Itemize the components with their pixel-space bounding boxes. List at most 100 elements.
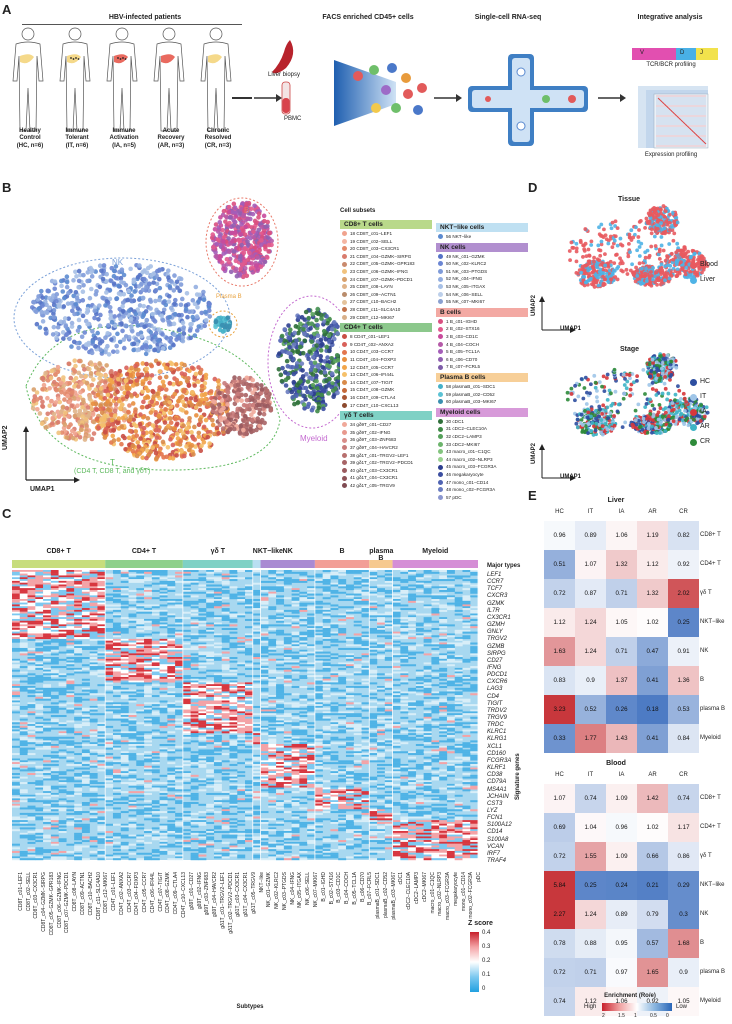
- liver-biopsy-icon: [272, 40, 294, 74]
- legend-item-label: 19 CD8T_c02−SELL: [350, 238, 393, 244]
- umap-b-ylabel: UMAP2: [2, 425, 9, 450]
- subtype-label: gδ1T_c01−TRGV2−LEF1: [219, 872, 226, 929]
- legend-swatch: [438, 364, 443, 370]
- legend-item-label: 25 CD8T_c08−LAYN: [350, 284, 393, 290]
- major-type-label: NKT−like: [252, 548, 283, 555]
- gene-label: TRGV9: [487, 715, 508, 721]
- enrichment-cell: 0.71: [606, 637, 637, 666]
- enrichment-cell: 0.71: [575, 958, 606, 987]
- region-nk-label: NK: [112, 258, 124, 267]
- legend-swatch: [342, 238, 347, 244]
- enrichment-cell: 0.97: [606, 958, 637, 987]
- legend-swatch: [438, 464, 443, 470]
- legend-item-label: 39 gδ1T_c02−TRGV2−PDCD1: [350, 460, 414, 466]
- enrichment-cell: 0.89: [606, 900, 637, 929]
- column-label: AR: [648, 509, 657, 515]
- legend-item: 30 cDC1: [438, 418, 464, 426]
- enrichment-cell: 0.96: [606, 813, 637, 842]
- subtype-label: NK_c01−GZMK: [266, 872, 273, 908]
- legend-item: 53 NK_c05−ITGAX: [438, 283, 485, 291]
- legend-item: 29 CD8T_c12−MKI67: [342, 314, 394, 322]
- region-b-label: B: [244, 206, 250, 215]
- gene-label: FCN1: [487, 815, 503, 822]
- subtype-label: gδ1T_c03−CX3CR1: [235, 872, 242, 917]
- stage-title: Stage: [620, 346, 640, 353]
- legend-swatch: [438, 276, 443, 282]
- legend-item-label: 35 gδ9T_c02−IFNG: [350, 429, 391, 435]
- gene-label: KLRC1: [487, 729, 507, 736]
- j-segment: [696, 48, 718, 60]
- legend-item: 3 B_c03−CD1C: [438, 333, 478, 341]
- legend-item-label: 49 NK_c01−GZMK: [446, 253, 485, 259]
- subtype-label: CD8T_c08−LAYN: [72, 872, 79, 912]
- legend-swatch: [438, 234, 443, 240]
- subtype-label: NK_c07−MKI67: [313, 872, 320, 908]
- enrichment-cell: 0.72: [544, 958, 575, 987]
- patient-name: Healthy Control: [19, 128, 41, 141]
- legend-item-label: 59 plasmaB_c02−CD52: [446, 391, 495, 397]
- subtype-label: CD8T_c07−GZMK−PDCD1: [64, 872, 71, 934]
- legend-item: 1 B_c01−IGHD: [438, 318, 477, 326]
- legend-item: 7 B_c07−FCRL5: [438, 363, 480, 371]
- legend-swatch: [342, 437, 347, 443]
- column-label: IT: [587, 509, 594, 515]
- legend-swatch: [342, 349, 347, 355]
- gene-label: TRDV2: [487, 707, 507, 714]
- subtype-label: CD4T_c06−IFI44L: [149, 872, 156, 913]
- major-type-bar: [252, 560, 261, 568]
- subtype-label: CD8T_c12−MKI67: [103, 872, 110, 914]
- enrichment-cell: 1.24: [575, 900, 606, 929]
- legend-item: 45 macro_c03−FCGR3A: [438, 463, 496, 471]
- gene-label: KLRG1: [487, 736, 507, 743]
- legend-swatch: [342, 364, 347, 370]
- legend-item-label: 50 NK_c02−KLRC2: [446, 261, 487, 267]
- legend-item-label: 9 CD4T_c02−ANXA2: [350, 341, 394, 347]
- legend-item: 36 gδ9T_c03−ZNF683: [342, 436, 396, 444]
- gene-label: S100A8: [487, 836, 509, 843]
- subtype-label: CD8T_c05−GZMK−GPR183: [48, 872, 55, 936]
- enrichment-cell: 1.06: [606, 521, 637, 550]
- enrichment-cell: 0.24: [606, 871, 637, 900]
- subtype-label: CD8T_c10−BACH2: [87, 872, 94, 916]
- umap-d-xlabel-2: UMAP1: [560, 474, 582, 480]
- column-label: IT: [587, 772, 594, 778]
- enrichment-cell: 0.82: [668, 521, 699, 550]
- legend-item: 19 CD8T_c02−SELL: [342, 238, 392, 246]
- gene-label: PDCD1: [487, 672, 508, 679]
- patients-bracket: [22, 24, 242, 25]
- subtype-label: plasmaB_c01−SDC1: [375, 872, 382, 919]
- expression-heatmap-icon: [638, 86, 709, 149]
- subtype-label: B_c01−IGHD: [320, 872, 327, 902]
- legend-swatch: [438, 334, 443, 340]
- subtype-label: CD4T_c05−CCR7: [142, 872, 149, 913]
- legend-swatch: [342, 402, 347, 408]
- subtype-label: CD4T_c10−CXCL13: [180, 872, 187, 918]
- enrichment-tick: 1.5: [618, 1013, 625, 1019]
- legend-swatch: [438, 341, 443, 347]
- legend-item: 59 plasmaB_c02−CD52: [438, 391, 495, 399]
- enrichment-cell: 5.84: [544, 871, 575, 900]
- gene-label: TIGIT: [487, 700, 503, 707]
- legend-item: 21 CD8T_c04−GZMK−SIRPG: [342, 253, 411, 261]
- legend-swatch: [342, 334, 347, 340]
- region-t-label: T: [110, 458, 115, 467]
- subtype-label: B_c03−CD1C: [336, 872, 343, 903]
- legend-item-label: 15 CD4T_c08−GZMK: [350, 387, 395, 393]
- legend-item-label: 28 CD8T_c11−SLC4A10: [350, 307, 401, 312]
- legend-item: 33 cDC2−MKI67: [438, 441, 480, 449]
- liver-icon: [208, 54, 222, 64]
- patient-silhouettes: [12, 27, 232, 132]
- enrichment-cell: 0.96: [544, 521, 575, 550]
- patient-figure: [12, 27, 44, 132]
- enrichment-cell: 1.19: [637, 521, 668, 550]
- column-label: IA: [618, 772, 625, 778]
- gene-label: KLRF1: [487, 765, 506, 772]
- legend-item: 2 B_c02−STX16: [438, 325, 480, 333]
- row-label: NKT−like: [700, 619, 725, 625]
- legend-item: 56 NKT−like: [438, 233, 471, 241]
- legend-item-label: 47 mono_c01−CD14: [446, 479, 489, 485]
- legend-swatch: [342, 284, 347, 290]
- legend-swatch: [438, 269, 443, 275]
- legend-item: 27 CD8T_c10−BACH2: [342, 298, 396, 306]
- legend-item-label: 45 macro_c03−FCGR3A: [446, 464, 497, 470]
